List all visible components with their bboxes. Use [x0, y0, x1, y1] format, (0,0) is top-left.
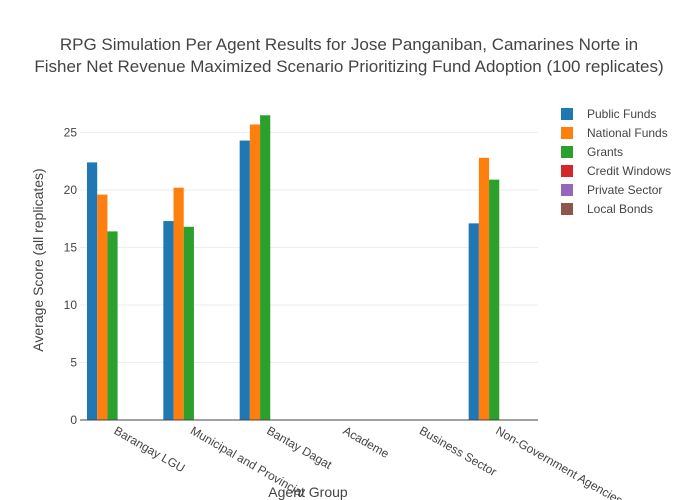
bar-grants[interactable] — [260, 115, 271, 420]
legend-label: Local Bonds — [587, 202, 653, 216]
legend-swatch — [561, 108, 573, 120]
legend-label: National Funds — [587, 126, 668, 140]
chart-title-line-2: Fisher Net Revenue Maximized Scenario Pr… — [34, 57, 663, 76]
x-axis-title: Agent Group — [268, 484, 348, 500]
bar-public-funds[interactable] — [163, 221, 174, 420]
legend-swatch — [561, 146, 573, 158]
legend-item[interactable]: Private Sector — [561, 183, 662, 197]
legend-label: Grants — [587, 145, 623, 159]
y-axis-title: Average Score (all replicates) — [30, 168, 46, 351]
grid-lines — [80, 132, 538, 363]
legend-label: Public Funds — [587, 107, 656, 121]
legend-label: Credit Windows — [587, 164, 671, 178]
legend-item[interactable]: Local Bonds — [561, 202, 653, 216]
legend-item[interactable]: Grants — [561, 145, 623, 159]
bar-national-funds[interactable] — [478, 157, 490, 421]
legend[interactable]: Public Funds National Funds Grants Credit W… — [561, 107, 671, 216]
bar-grants[interactable] — [489, 179, 500, 420]
x-tick-label: Bantay Dagat — [264, 423, 335, 472]
y-tick-label: 5 — [70, 356, 77, 370]
y-tick-label: 25 — [64, 126, 78, 140]
legend-item[interactable]: National Funds — [561, 126, 668, 140]
bar-national-funds[interactable] — [97, 194, 108, 420]
y-tick-labels: 0 5 10 15 20 25 — [64, 126, 78, 428]
y-tick-label: 20 — [64, 183, 78, 197]
bar-national-funds[interactable] — [249, 124, 261, 420]
bar-grants[interactable] — [183, 226, 194, 420]
legend-swatch — [561, 165, 573, 177]
legend-item[interactable]: Public Funds — [561, 107, 656, 121]
chart-title-line-1: RPG Simulation Per Agent Results for Jos… — [60, 35, 638, 54]
y-tick-label: 0 — [70, 413, 77, 427]
legend-swatch — [561, 203, 573, 215]
bar-grants[interactable] — [107, 231, 118, 420]
legend-swatch — [561, 127, 573, 139]
legend-swatch — [561, 184, 573, 196]
y-tick-label: 10 — [64, 298, 78, 312]
y-tick-label: 15 — [64, 241, 78, 255]
legend-label: Private Sector — [587, 183, 662, 197]
x-tick-label: Non-Government Agencies — [493, 423, 625, 500]
bar-public-funds[interactable] — [239, 140, 250, 421]
bar-public-funds[interactable] — [468, 223, 479, 420]
bars — [87, 115, 500, 421]
bar-national-funds[interactable] — [173, 187, 184, 420]
x-tick-label: Barangay LGU — [112, 423, 188, 475]
x-tick-label: Academe — [341, 423, 392, 461]
x-tick-labels: Barangay LGU Municipal and ProvincialBant… — [112, 423, 625, 500]
legend-item[interactable]: Credit Windows — [561, 164, 671, 178]
bar-public-funds[interactable] — [87, 162, 98, 420]
x-tick-label: Business Sector — [417, 423, 499, 478]
